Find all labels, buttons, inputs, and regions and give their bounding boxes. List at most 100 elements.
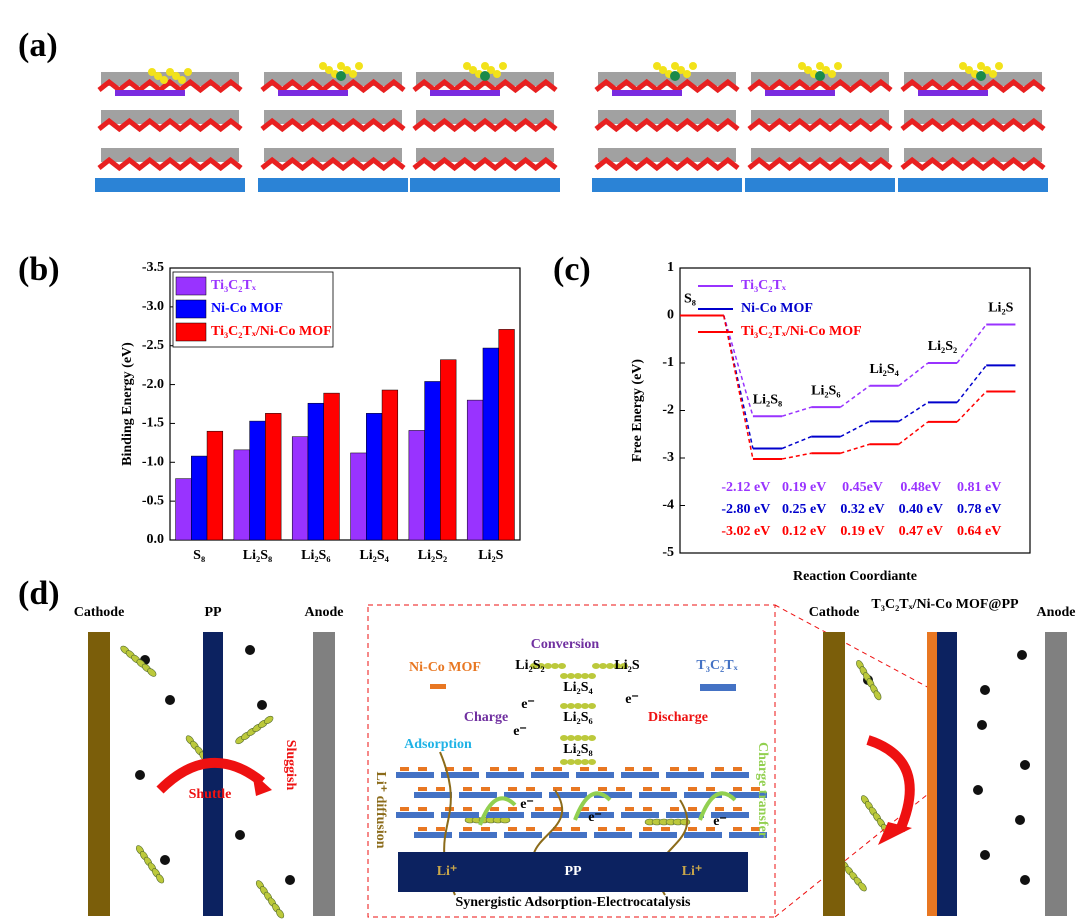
atom: [804, 66, 812, 74]
atom: [493, 70, 501, 78]
mxene-sheet: [531, 772, 569, 778]
energy-annotation: 0.19 eV: [840, 524, 884, 539]
atom: [965, 66, 973, 74]
lithium-ion: [980, 850, 990, 860]
legend-swatch: [430, 684, 446, 689]
energy-annotation: -2.12 eV: [721, 480, 770, 495]
atom: [959, 62, 967, 70]
bar: [307, 402, 324, 541]
energy-annotation: 0.25 eV: [782, 502, 826, 517]
legend-label: Ti₃C₂Tₓ: [741, 278, 787, 293]
x-tick-label: Li₂S₈: [243, 548, 272, 563]
mof-particle: [616, 787, 625, 791]
atom: [659, 66, 667, 74]
connector: [956, 364, 987, 403]
lithium-ion: [235, 830, 245, 840]
mxene-sheet: [594, 792, 632, 798]
legend-label: Ti₃C₂Tₓ/Ni-Co MOF: [211, 324, 332, 339]
separator-bar: [398, 852, 748, 892]
atom-layer: [745, 178, 895, 192]
category-label: Li₂S₆: [811, 383, 840, 398]
polysulfide: [599, 663, 607, 669]
lithium-ion: [285, 875, 295, 885]
bar: [440, 359, 457, 541]
bar: [175, 478, 192, 541]
energy-annotation: 0.45eV: [842, 480, 883, 495]
label: T₃C₂Tₓ: [696, 658, 738, 673]
atom-layer: [918, 90, 988, 96]
category-label: Li₂S₄: [869, 362, 899, 377]
atom-layer: [416, 148, 554, 162]
label: Cathode: [809, 605, 860, 620]
mof-particle: [463, 807, 472, 811]
atom-layer: [747, 117, 893, 133]
y-tick-label: -2.5: [142, 338, 164, 353]
mof-particle: [688, 807, 697, 811]
atom: [172, 72, 180, 80]
category-label: Li₂S₈: [753, 392, 782, 407]
mof-particle: [553, 787, 562, 791]
y-tick-label: -1.0: [142, 455, 164, 470]
connector: [956, 324, 987, 364]
x-tick-label: Li₂S₂: [418, 548, 447, 563]
y-tick-label: -1.5: [142, 416, 164, 431]
anode-bar: [1045, 632, 1067, 916]
cathode-bar: [823, 632, 845, 916]
bar: [206, 430, 224, 541]
mof-particle: [598, 807, 607, 811]
separator-bar: [203, 632, 223, 916]
mxene-sheet: [396, 812, 434, 818]
cathode-bar: [88, 632, 110, 916]
lithium-ion: [1017, 650, 1027, 660]
category-label: Li₂S₂: [928, 339, 957, 354]
atom: [337, 62, 345, 70]
atom: [463, 62, 471, 70]
atom-layer: [751, 148, 889, 162]
label: e⁻: [521, 697, 535, 712]
label: Li⁺: [682, 864, 703, 879]
mof-particle: [733, 827, 742, 831]
atom-layer: [900, 78, 1046, 94]
mof-particle: [733, 807, 742, 811]
mof-particle: [418, 787, 427, 791]
mof-particle: [526, 827, 535, 831]
atom-layer: [594, 156, 740, 172]
mof-particle: [508, 807, 517, 811]
atom-layer: [598, 110, 736, 124]
mof-particle: [643, 787, 652, 791]
mxene-sheet: [684, 792, 722, 798]
mxene-sheet: [414, 832, 452, 838]
lithium-ion: [245, 645, 255, 655]
atom: [154, 72, 162, 80]
atom-layer: [97, 156, 243, 172]
label: Li₂S: [614, 658, 639, 673]
atom: [336, 71, 346, 81]
atom-layer: [747, 78, 893, 94]
connector: [781, 406, 812, 417]
mof-particle: [463, 767, 472, 771]
bar: [249, 420, 266, 541]
lithium-ion: [135, 770, 145, 780]
mof-particle: [643, 827, 652, 831]
atom-layer: [97, 78, 243, 94]
mof-particle: [688, 787, 697, 791]
atom-layer: [95, 178, 245, 192]
category-label: S₈: [684, 292, 696, 307]
mof-particle: [418, 827, 427, 831]
energy-annotation: 0.81 eV: [957, 480, 1001, 495]
connector: [956, 390, 987, 423]
atom-layer: [260, 117, 406, 133]
polysulfide: [581, 735, 589, 741]
mxene-sheet: [621, 812, 659, 818]
mxene-sheet: [549, 832, 587, 838]
mof-particle: [526, 787, 535, 791]
polysulfide: [588, 759, 596, 765]
bar: [381, 389, 399, 541]
mxene-sheet: [711, 812, 749, 818]
lithium-ion: [1015, 815, 1025, 825]
atom-layer: [751, 110, 889, 124]
legend-swatch: [175, 299, 207, 319]
mof-particle: [733, 767, 742, 771]
atom-layer: [101, 148, 239, 162]
atom: [653, 62, 661, 70]
